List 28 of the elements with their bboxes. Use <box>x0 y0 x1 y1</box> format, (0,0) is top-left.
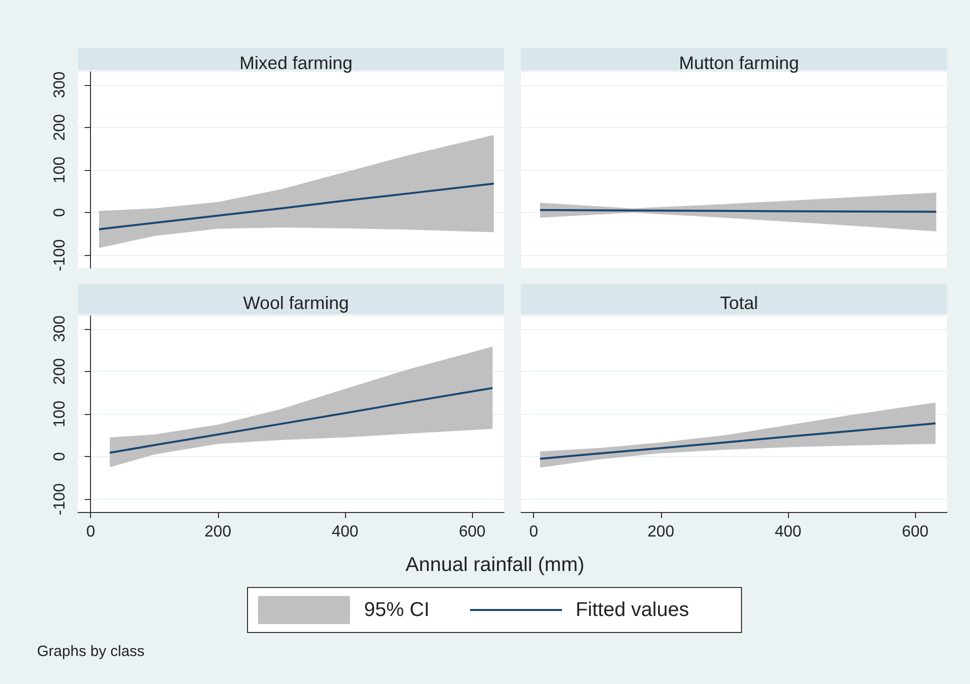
x-axis-title: Annual rainfall (mm) <box>404 554 586 577</box>
text: Graphs by class <box>37 643 145 660</box>
x-tick-label: 0 <box>86 524 96 540</box>
chart-title: Wool farming <box>243 293 349 313</box>
y-tick-label: 200 <box>52 358 68 385</box>
x-tick-label: 200 <box>204 524 232 540</box>
y-tick-label: 300 <box>52 71 68 98</box>
text: 95% CI <box>364 598 430 622</box>
y-tick-label: 100 <box>52 156 68 184</box>
x-tick-label: 400 <box>774 524 802 540</box>
x-tick-label: 600 <box>458 524 486 540</box>
y-tick-label: 0 <box>52 452 68 462</box>
y-tick-label: -100 <box>52 239 68 272</box>
line-series <box>98 182 495 230</box>
x-tick-label: 400 <box>332 524 358 540</box>
y-tick-label: 300 <box>52 315 68 342</box>
x-tick-label: 600 <box>902 524 929 540</box>
chart-title: Mutton farming <box>678 53 800 73</box>
chart-title: Total <box>720 293 758 313</box>
line-series <box>108 387 494 454</box>
y-tick-label: 0 <box>52 208 68 218</box>
y-tick-label: 200 <box>52 114 68 141</box>
y-tick-label: 100 <box>52 400 68 428</box>
legend-label: Fitted values <box>576 598 689 622</box>
x-tick-label: 200 <box>648 524 674 540</box>
x-tick-label: 0 <box>529 524 538 540</box>
chart-title: Mixed farming <box>239 53 353 73</box>
y-tick-label: -100 <box>52 483 68 516</box>
